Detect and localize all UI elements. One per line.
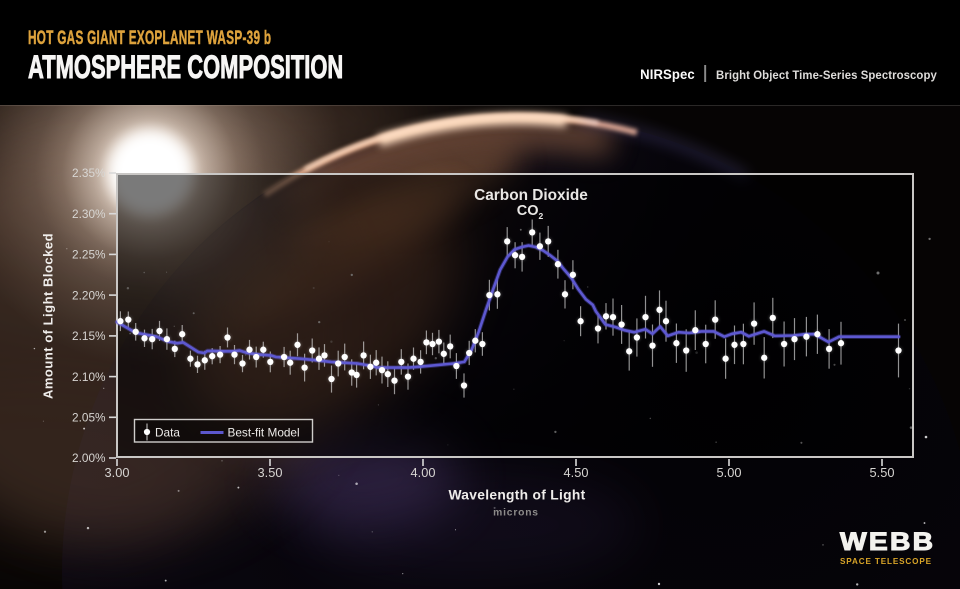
svg-text:3.50: 3.50: [258, 465, 283, 480]
svg-text:Amount of Light Blocked: Amount of Light Blocked: [41, 233, 56, 399]
svg-text:2.35%: 2.35%: [72, 166, 106, 180]
svg-text:3.00: 3.00: [105, 465, 130, 480]
svg-text:CO2: CO2: [517, 203, 544, 221]
svg-text:2.15%: 2.15%: [72, 329, 106, 343]
svg-text:4.00: 4.00: [411, 465, 436, 480]
svg-text:2.00%: 2.00%: [72, 451, 106, 465]
svg-text:5.00: 5.00: [717, 465, 742, 480]
svg-text:microns: microns: [493, 508, 539, 519]
svg-text:2.25%: 2.25%: [72, 248, 106, 262]
svg-text:4.50: 4.50: [564, 465, 589, 480]
svg-text:Wavelength of Light: Wavelength of Light: [448, 488, 585, 503]
svg-text:2.10%: 2.10%: [72, 370, 106, 384]
svg-text:2.20%: 2.20%: [72, 288, 106, 302]
svg-text:Data: Data: [155, 425, 180, 439]
svg-text:Best-fit Model: Best-fit Model: [228, 425, 300, 439]
svg-text:2.05%: 2.05%: [72, 411, 106, 425]
svg-text:Carbon Dioxide: Carbon Dioxide: [474, 187, 588, 204]
svg-text:2.30%: 2.30%: [72, 207, 106, 221]
svg-text:5.50: 5.50: [870, 465, 895, 480]
